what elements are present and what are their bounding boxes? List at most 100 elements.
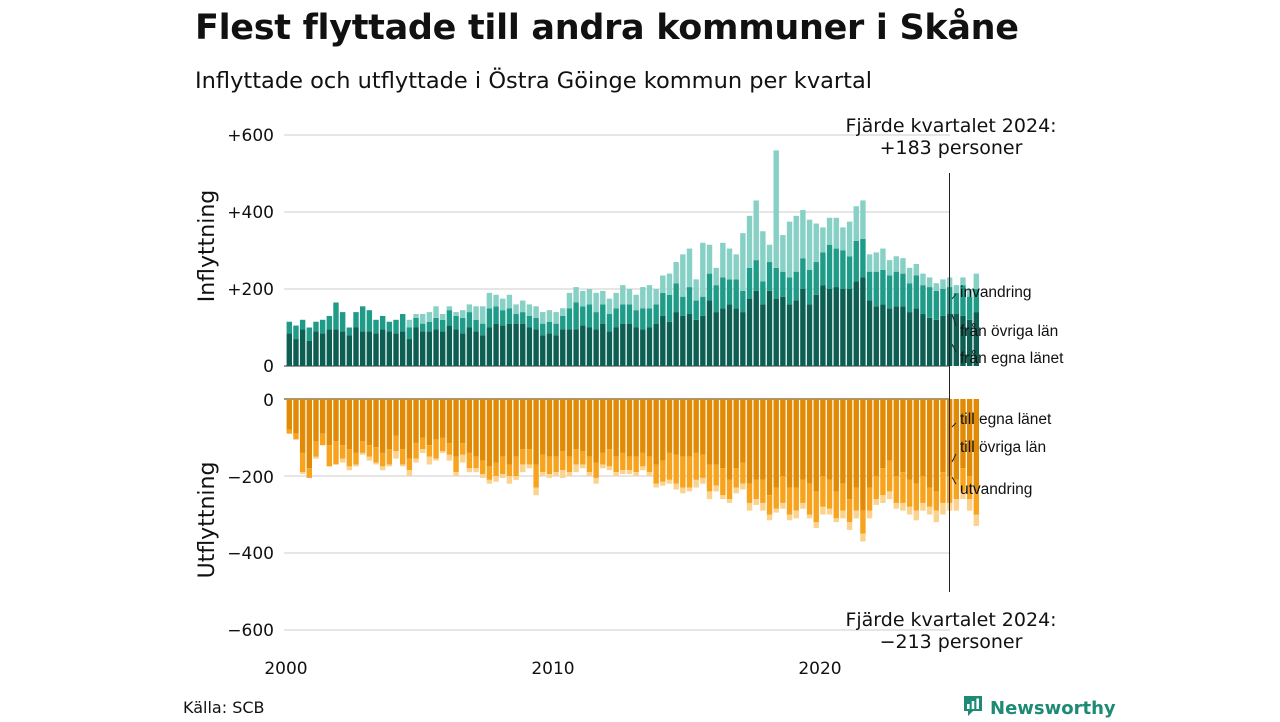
bar-in-own-county [666, 321, 673, 366]
bar-out-emigration [313, 456, 319, 459]
bar-out-other-counties [933, 491, 939, 511]
bar-out-own-county [700, 399, 706, 455]
bar-in-own-county [526, 327, 533, 366]
bar-out-other-counties [373, 447, 379, 463]
bar-out-other-counties [600, 452, 606, 465]
newsworthy-brand[interactable]: Newsworthy [962, 694, 1116, 722]
bar-in-immigration [560, 308, 566, 316]
bar-out-emigration [820, 506, 826, 515]
bar-in-own-county [766, 290, 773, 367]
bar-in-other-counties [406, 327, 413, 340]
bar-out-other-counties [359, 441, 366, 453]
y-tick-top-600: +600 [227, 126, 274, 146]
legend-label-fran-ovriga-lan: från övriga län [960, 323, 1058, 340]
bar-out-other-counties [386, 449, 393, 465]
bar-out-emigration [366, 456, 373, 461]
bar-in-other-counties [873, 271, 879, 307]
bar-in-own-county [433, 329, 439, 367]
bar-in-other-counties [333, 302, 339, 330]
bar-in-own-county [633, 327, 639, 366]
bar-in-other-counties [573, 302, 579, 330]
bar-out-emigration [406, 470, 413, 477]
bar-in-own-county [553, 335, 559, 366]
bar-in-immigration [960, 277, 966, 286]
bar-in-immigration [666, 273, 673, 295]
bar-out-emigration [906, 506, 913, 515]
bar-out-own-county [913, 399, 919, 484]
bar-in-other-counties [926, 287, 933, 318]
bar-out-other-counties [666, 452, 673, 480]
bar-in-other-counties [653, 304, 659, 324]
bar-in-own-county [493, 323, 499, 366]
bar-out-emigration [686, 487, 693, 492]
bar-out-other-counties [319, 433, 326, 446]
bar-out-other-counties [460, 443, 466, 455]
bar-in-own-county [533, 329, 539, 367]
bar-out-other-counties [740, 462, 746, 484]
bar-in-other-counties [706, 273, 713, 301]
bar-in-other-counties [860, 238, 866, 278]
bar-out-own-county [840, 399, 846, 484]
bar-out-other-counties [433, 439, 439, 459]
bar-in-own-county [726, 304, 733, 366]
bar-out-other-counties [313, 441, 319, 457]
bar-in-other-counties [460, 317, 466, 334]
bar-in-other-counties [546, 321, 553, 334]
bar-in-other-counties [493, 306, 499, 324]
bar-out-emigration [386, 464, 393, 467]
bar-out-own-county [406, 399, 413, 459]
inflyttning-bars [286, 150, 980, 367]
bar-out-own-county [766, 399, 773, 496]
bar-in-immigration [726, 248, 733, 280]
bar-in-other-counties [786, 277, 793, 305]
bar-out-own-county [620, 399, 626, 453]
bar-out-own-county [533, 399, 539, 465]
annotation-bottom-line1: Fjärde kvartalet 2024: [845, 609, 1056, 631]
bar-out-other-counties [660, 460, 666, 482]
bar-in-other-counties [940, 289, 946, 316]
bar-out-emigration [379, 466, 386, 471]
bar-out-emigration [446, 454, 453, 461]
bar-in-immigration [686, 248, 693, 288]
bar-in-own-county [953, 314, 959, 366]
bar-in-immigration [780, 235, 786, 272]
bar-out-own-county [473, 399, 479, 457]
bar-in-other-counties [746, 267, 753, 299]
bar-out-emigration [726, 499, 733, 503]
bar-in-immigration [593, 292, 599, 313]
bar-in-own-county [640, 329, 646, 367]
bar-out-own-county [853, 399, 859, 488]
bar-out-other-counties [920, 476, 926, 503]
bar-in-own-county [860, 277, 866, 366]
bar-out-own-county [426, 399, 433, 446]
bar-out-other-counties [393, 435, 399, 451]
bar-in-own-county [866, 300, 873, 366]
bar-out-other-counties [793, 487, 799, 511]
bar-in-immigration [406, 319, 413, 328]
bar-in-immigration [933, 283, 939, 291]
bar-out-other-counties [626, 456, 633, 471]
bar-out-emigration [393, 450, 399, 459]
bar-in-other-counties [953, 292, 959, 315]
bar-out-other-counties [573, 449, 579, 465]
bar-out-own-county [893, 399, 899, 476]
bar-in-immigration [600, 290, 606, 305]
bar-in-own-county [386, 331, 393, 366]
bar-out-other-counties [713, 464, 719, 486]
bar-out-other-counties [813, 491, 819, 523]
bar-out-other-counties [353, 452, 359, 465]
bar-in-own-county [760, 304, 766, 366]
legend-label-invandring: invandring [960, 284, 1032, 301]
bar-in-other-counties [646, 308, 653, 328]
bar-in-immigration [860, 200, 866, 239]
bar-in-own-county [413, 327, 419, 366]
bar-in-other-counties [319, 319, 326, 334]
bar-out-emigration [399, 464, 406, 467]
bar-out-own-county [780, 399, 786, 476]
bar-in-own-county [960, 315, 966, 366]
bar-out-other-counties [646, 456, 653, 473]
bar-out-emigration [733, 487, 739, 494]
leader-fran-egna-lanet [951, 343, 957, 353]
bar-out-own-county [626, 399, 633, 457]
bar-in-immigration [760, 231, 766, 282]
